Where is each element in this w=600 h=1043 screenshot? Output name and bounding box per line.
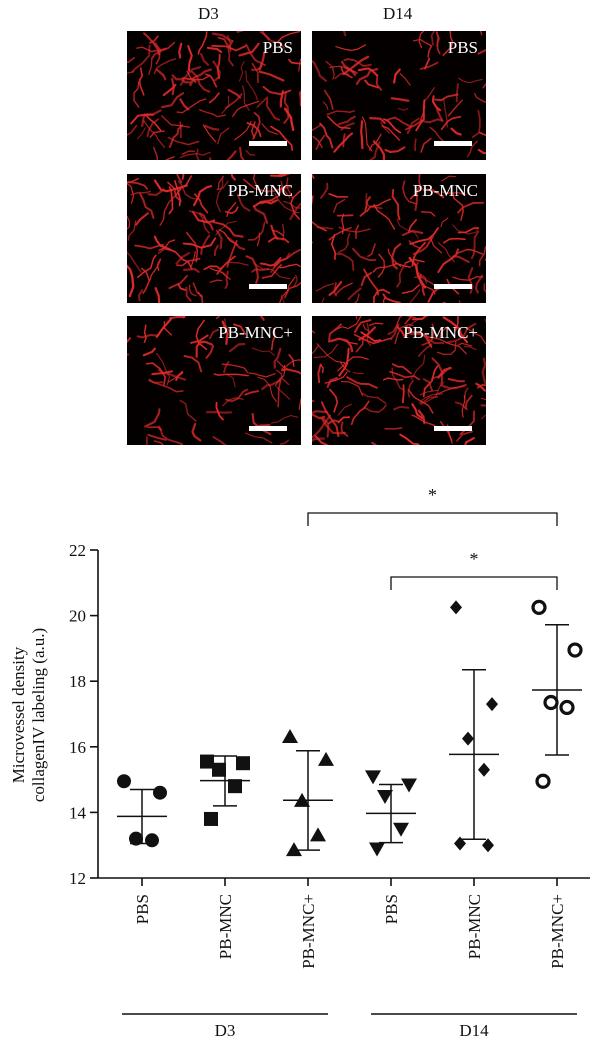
- data-point: [369, 842, 385, 857]
- micrograph-d14-pb-mnc-plus: PB-MNC+: [312, 316, 486, 445]
- y-tick-label: 14: [69, 803, 87, 822]
- data-point: [294, 792, 310, 807]
- data-point: [478, 762, 490, 777]
- x-tick-label: PB-MNC+: [299, 894, 318, 969]
- panel-label: PB-MNC+: [218, 323, 293, 342]
- significance-star: *: [470, 549, 479, 569]
- column-header-d14: D14: [383, 4, 413, 23]
- data-point: [377, 790, 393, 804]
- data-point: [204, 811, 218, 826]
- x-tick-label: PB-MNC+: [548, 894, 567, 969]
- data-point: [318, 751, 334, 766]
- data-point: [543, 694, 559, 711]
- micrograph-d3-pbs: PBS: [127, 31, 301, 160]
- data-point: [310, 827, 326, 842]
- micrograph-d3-pb-mnc: PB-MNC: [127, 174, 301, 303]
- scale-bar: [249, 284, 287, 289]
- data-point: [282, 728, 298, 743]
- panel-label: PBS: [447, 38, 478, 57]
- micrograph-d14-pbs: PBS: [312, 31, 486, 160]
- data-point: [236, 756, 250, 771]
- panel-label: PB-MNC: [412, 181, 478, 200]
- data-point: [129, 831, 143, 846]
- group-label: D3: [215, 1021, 236, 1040]
- data-point: [228, 779, 242, 794]
- data-point: [393, 822, 409, 837]
- scale-bar: [434, 284, 472, 289]
- data-point: [462, 731, 474, 746]
- y-axis-label: Microvessel density: [9, 646, 28, 783]
- panel-label: PB-MNC: [227, 181, 293, 200]
- y-axis-label: collagenIV labeling (a.u.): [29, 628, 48, 802]
- y-tick-label: 18: [69, 672, 86, 691]
- microvessel-density-chart: 12 14 16 18 20 22 PBS PB-MNC PB-MNC+ PBS PB-MNC PB-…: [9, 485, 590, 1040]
- data-point: [117, 774, 131, 789]
- significance-bracket: [307, 512, 558, 526]
- data-point: [567, 642, 583, 658]
- y-tick-label: 12: [69, 869, 86, 888]
- data-point: [145, 833, 159, 848]
- scale-bar: [434, 426, 472, 431]
- x-tick-label: PB-MNC: [465, 894, 484, 959]
- micrograph-d3-pb-mnc-plus: PB-MNC+: [127, 316, 301, 445]
- data-point: [486, 697, 498, 712]
- data-point: [212, 762, 226, 777]
- significance-bracket: [390, 576, 558, 590]
- data-point: [454, 836, 466, 851]
- group-label: D14: [459, 1021, 489, 1040]
- data-point: [286, 842, 302, 857]
- data-point: [531, 599, 547, 615]
- data-point: [482, 838, 494, 853]
- panel-label: PB-MNC+: [403, 323, 478, 342]
- data-point: [365, 770, 381, 785]
- scale-bar: [434, 141, 472, 146]
- data-point: [450, 600, 462, 615]
- x-tick-label: PB-MNC: [216, 894, 235, 959]
- data-point: [535, 773, 551, 789]
- scale-bar: [249, 141, 287, 146]
- x-tick-label: PBS: [133, 894, 152, 924]
- data-point: [559, 699, 575, 716]
- panel-label: PBS: [262, 38, 293, 57]
- data-point: [200, 754, 214, 769]
- data-point: [401, 778, 417, 793]
- y-tick-label: 16: [69, 738, 86, 757]
- y-tick-label: 20: [69, 607, 86, 626]
- data-point: [153, 785, 167, 800]
- y-tick-label: 22: [69, 541, 86, 560]
- x-tick-label: PBS: [382, 894, 401, 924]
- micrograph-d14-pb-mnc: PB-MNC: [312, 174, 486, 303]
- scale-bar: [249, 426, 287, 431]
- significance-star: *: [428, 485, 437, 505]
- column-header-d3: D3: [198, 4, 219, 23]
